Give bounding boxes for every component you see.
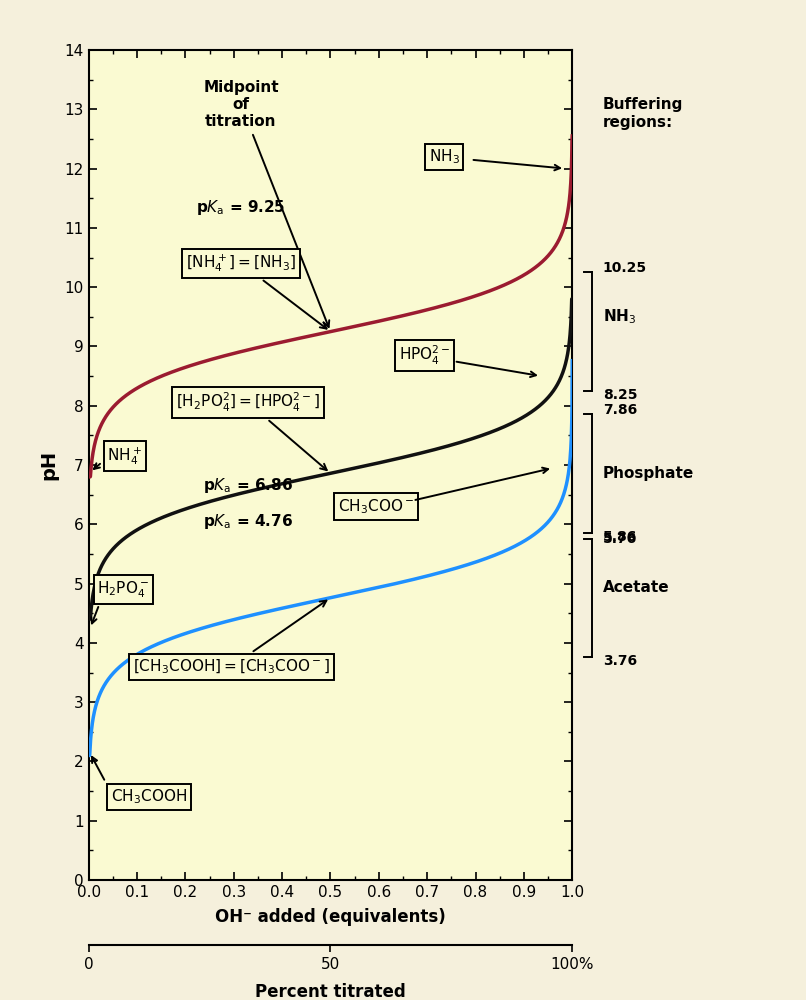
Text: $\mathrm{NH_3}$: $\mathrm{NH_3}$ [429,147,459,166]
Text: p$K_\mathrm{a}$ = 9.25: p$K_\mathrm{a}$ = 9.25 [197,198,285,217]
Text: $\mathrm{NH_4^+}$: $\mathrm{NH_4^+}$ [107,445,143,467]
Text: $\mathrm{CH_3COO^-}$: $\mathrm{CH_3COO^-}$ [339,497,414,516]
Text: 5.86: 5.86 [603,530,638,544]
Text: 7.86: 7.86 [603,403,637,417]
Text: p$K_\mathrm{a}$ = 4.76: p$K_\mathrm{a}$ = 4.76 [203,512,293,531]
Text: Buffering
regions:: Buffering regions: [603,97,683,130]
Text: 5.76: 5.76 [603,532,637,546]
Text: $[\mathrm{NH_4^+}]=[\mathrm{NH_3}]$: $[\mathrm{NH_4^+}]=[\mathrm{NH_3}]$ [186,253,326,329]
Text: 10.25: 10.25 [603,261,647,275]
Text: $\mathrm{H_2PO_4^-}$: $\mathrm{H_2PO_4^-}$ [98,579,150,600]
Text: Phosphate: Phosphate [603,466,694,481]
X-axis label: OH⁻ added (equivalents): OH⁻ added (equivalents) [215,908,446,926]
Text: NH$_3$: NH$_3$ [603,307,636,326]
Text: $\mathrm{CH_3COOH}$: $\mathrm{CH_3COOH}$ [111,788,187,806]
Text: Acetate: Acetate [603,580,670,595]
Text: $\mathrm{HPO_4^{2-}}$: $\mathrm{HPO_4^{2-}}$ [399,344,451,367]
X-axis label: Percent titrated: Percent titrated [255,983,406,1000]
Text: 8.25: 8.25 [603,388,638,402]
Text: $[\mathrm{CH_3COOH}] = [\mathrm{CH_3COO^-}]$: $[\mathrm{CH_3COOH}] = [\mathrm{CH_3COO^… [133,601,330,676]
Y-axis label: pH: pH [39,450,59,480]
Text: p$K_\mathrm{a}$ = 6.86: p$K_\mathrm{a}$ = 6.86 [203,476,293,495]
Text: $[\mathrm{H_2PO_4^{2}}] = [\mathrm{HPO_4^{2-}}]$: $[\mathrm{H_2PO_4^{2}}] = [\mathrm{HPO_4… [177,391,326,470]
Text: 3.76: 3.76 [603,654,637,668]
Text: Midpoint
of
titration: Midpoint of titration [203,80,329,327]
